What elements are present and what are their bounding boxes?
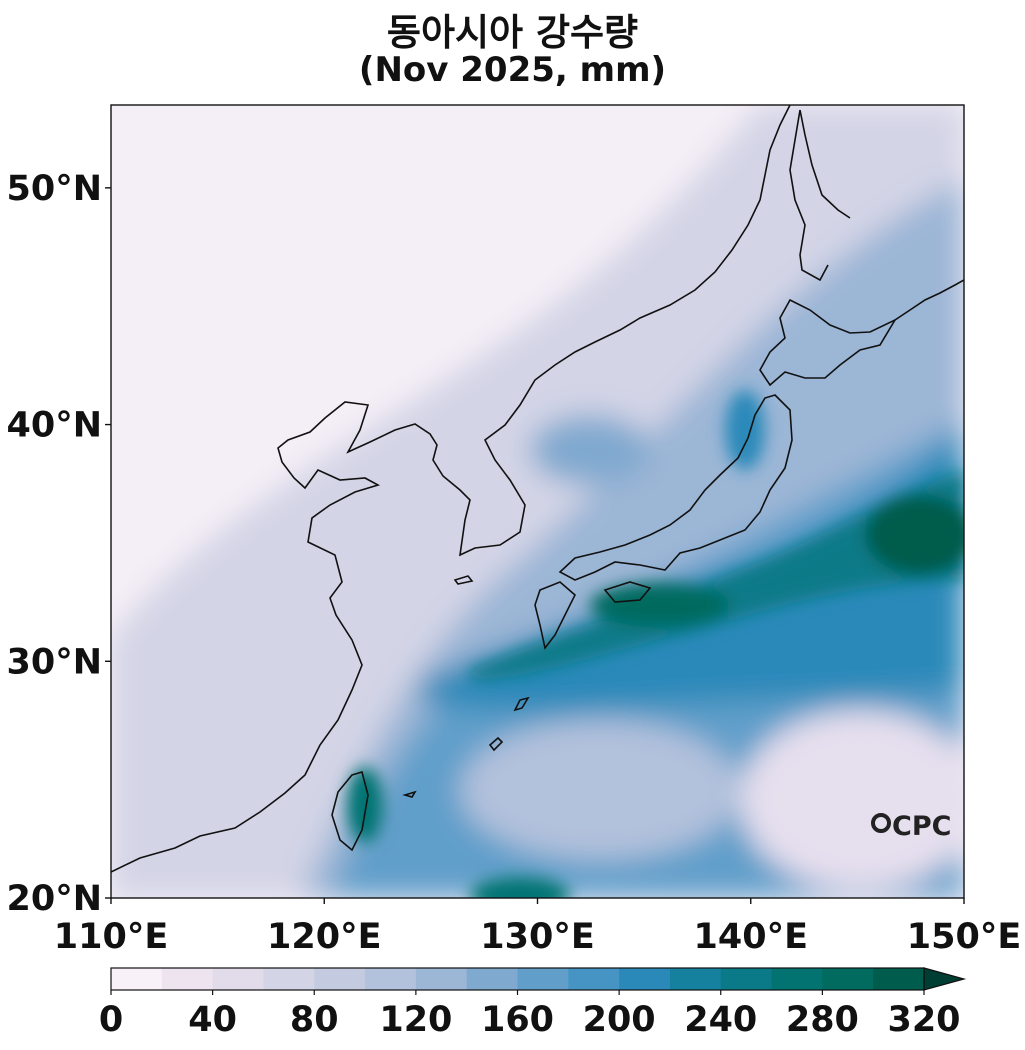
coastline-sakhalin [789, 109, 851, 282]
coastline-asia-mainland [111, 105, 791, 873]
colorbar-segment [568, 968, 620, 990]
colorbar-tick-label: 320 [887, 1000, 960, 1040]
colorbar-segment [212, 968, 264, 990]
colorbar-segment [263, 968, 315, 990]
field-max-taiwan [347, 767, 383, 843]
coastline-kurils [894, 279, 964, 321]
colorbar-tick-label: 280 [786, 1000, 859, 1040]
colorbar-segment [720, 968, 773, 990]
colorbar: 0 40 80 120 160 200 240 280 320 [99, 967, 967, 1040]
colorbar-segment [466, 968, 518, 990]
lon-tick-label: 110°E [54, 917, 168, 957]
colorbar-segment [111, 968, 163, 990]
coastlines [111, 105, 964, 873]
lat-tick-label: 40°N [7, 406, 103, 446]
cpc-logo: CPC [871, 811, 951, 842]
cpc-logo-text: CPC [892, 811, 951, 842]
colorbar-segment [415, 968, 468, 990]
precip-field: CPC [111, 105, 964, 898]
colorbar-tick-label: 0 [99, 1000, 123, 1040]
axis-ticks: 110°E 120°E 130°E 140°E 150°E 50°N 40°N 30°N 20°… [7, 169, 1022, 957]
lon-tick-label: 150°E [907, 917, 1021, 957]
coastline-hokkaido [759, 298, 898, 387]
colorbar-tick-label: 120 [379, 1000, 452, 1040]
coastline-shikoku [603, 581, 652, 603]
colorbar-tick-label: 200 [583, 1000, 656, 1040]
colorbar-segment [161, 968, 214, 990]
colorbar-tick-label: 160 [481, 1000, 554, 1040]
coastline-ryukyu [402, 575, 530, 798]
colorbar-segment [365, 968, 417, 990]
lat-tick-label: 50°N [7, 169, 103, 209]
colorbar-segment [517, 968, 569, 990]
field-max-east [865, 495, 964, 575]
coastline-kyushu [534, 581, 576, 650]
lat-tick-label: 30°N [7, 642, 103, 682]
colorbar-tick-label: 40 [188, 1000, 237, 1040]
colorbar-segment [873, 968, 925, 990]
map-subtitle: (Nov 2025, mm) [358, 50, 667, 90]
lat-tick-label: 20°N [7, 879, 103, 919]
colorbar-segment [771, 968, 823, 990]
colorbar-segment [669, 968, 722, 990]
colorbar-tick-label: 80 [290, 1000, 339, 1040]
colorbar-segment [619, 968, 671, 990]
field-core-green [470, 470, 964, 680]
coastline-taiwan [331, 770, 369, 852]
lon-tick-label: 140°E [694, 917, 808, 957]
colorbar-segment [822, 968, 874, 990]
lon-tick-label: 130°E [480, 917, 594, 957]
coastline-honshu [558, 394, 793, 581]
field-dry-patch [740, 710, 964, 890]
lon-tick-label: 120°E [267, 917, 381, 957]
map-title: 동아시아 강수량 [386, 11, 639, 54]
colorbar-segment [314, 968, 366, 990]
colorbar-tick-label: 240 [684, 1000, 757, 1040]
colorbar-extend-arrow [923, 967, 967, 991]
